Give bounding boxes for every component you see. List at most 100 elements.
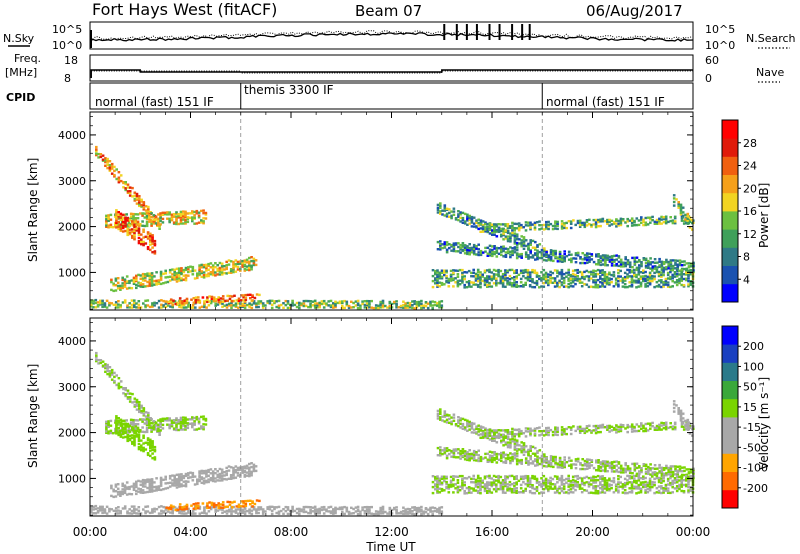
echo-cell [150, 486, 154, 489]
echo-cell [374, 306, 378, 310]
echo-cell [352, 507, 355, 511]
echo-cell [499, 275, 503, 278]
echo-cell [642, 275, 645, 278]
echo-cell [126, 433, 129, 437]
echo-cell [519, 277, 523, 281]
echo-cell [133, 429, 136, 432]
echo-cell [114, 301, 118, 304]
echo-cell [144, 491, 147, 494]
echo-cell [543, 459, 546, 462]
echo-cell [459, 419, 462, 422]
echo-cell [509, 236, 512, 239]
echo-cell [651, 279, 654, 283]
echo-cell [270, 299, 274, 302]
echo-cell [237, 512, 240, 515]
echo-cell [426, 508, 430, 511]
echo-cell [673, 271, 677, 274]
echo-cell [533, 475, 537, 478]
echo-cell [282, 508, 285, 511]
echo-cell [653, 285, 656, 289]
echo-cell [671, 285, 674, 288]
echo-cell [133, 437, 136, 441]
echo-cell [431, 510, 434, 513]
echo-cell [447, 285, 451, 288]
echo-cell [270, 512, 274, 516]
echo-cell [135, 508, 138, 511]
echo-cell [217, 298, 220, 301]
echo-cell [157, 299, 161, 303]
echo-cell [137, 233, 141, 236]
echo-cell [466, 217, 469, 220]
echo-cell [169, 504, 173, 507]
echo-cell [524, 255, 528, 258]
echo-cell [506, 247, 510, 251]
echo-cell [543, 453, 546, 456]
echo-cell [610, 264, 614, 267]
echo-cell [688, 226, 692, 229]
echo-cell [277, 306, 281, 309]
echo-cell [103, 508, 107, 511]
echo-cell [447, 485, 451, 489]
freq-unit: [MHz] [5, 66, 37, 79]
echo-cell [571, 481, 575, 484]
echo-cell [377, 306, 380, 310]
echo-cell [491, 231, 494, 234]
echo-cell [151, 457, 154, 460]
echo-cell [99, 508, 102, 511]
echo-cell [92, 302, 95, 305]
echo-cell [592, 223, 596, 226]
echo-cell [633, 468, 637, 471]
echo-cell [180, 279, 183, 282]
echo-cell [669, 259, 673, 262]
echo-cell [157, 223, 160, 227]
echo-cell [662, 285, 665, 288]
nsearch-trace [89, 30, 694, 41]
echo-cell [402, 509, 405, 513]
echo-cell [454, 424, 458, 427]
echo-cell [440, 506, 444, 509]
echo-cell [449, 483, 453, 487]
echo-cell [108, 169, 112, 172]
echo-cell [504, 230, 508, 233]
echo-cell [241, 259, 244, 263]
echo-cell [191, 273, 195, 276]
echo-cell [97, 358, 100, 362]
echo-cell [615, 254, 618, 257]
echo-cell [145, 217, 149, 221]
echo-cell [239, 475, 242, 478]
echo-cell [587, 491, 591, 495]
echo-cell [210, 503, 214, 507]
echo-cell [481, 224, 485, 227]
echo-cell [129, 215, 133, 218]
echo-cell [527, 257, 530, 260]
echo-cell [515, 283, 518, 287]
echo-cell [148, 216, 151, 219]
echo-cell [117, 220, 120, 224]
echo-cell [153, 239, 157, 243]
echo-cell [635, 268, 638, 272]
echo-cell [549, 222, 553, 226]
echo-cell [131, 220, 134, 223]
echo-cell [219, 300, 223, 303]
echo-cell [470, 217, 474, 220]
echo-cell [441, 419, 444, 422]
echo-cell [327, 300, 330, 303]
echo-cell [104, 160, 107, 164]
echo-cell [203, 300, 206, 303]
echo-cell [157, 419, 160, 422]
echo-cell [241, 261, 244, 265]
echo-cell [232, 510, 236, 513]
echo-cell [660, 218, 663, 221]
echo-cell [111, 226, 115, 229]
echo-cell [138, 195, 141, 198]
echo-cell [211, 273, 215, 277]
echo-cell [254, 465, 258, 468]
echo-cell [248, 472, 251, 476]
echo-cell [135, 283, 138, 287]
echo-cell [606, 256, 609, 259]
echo-cell [231, 506, 234, 509]
echo-cell [493, 451, 496, 454]
echo-cell [662, 273, 665, 277]
echo-cell [132, 282, 136, 285]
echo-cell [644, 470, 648, 474]
